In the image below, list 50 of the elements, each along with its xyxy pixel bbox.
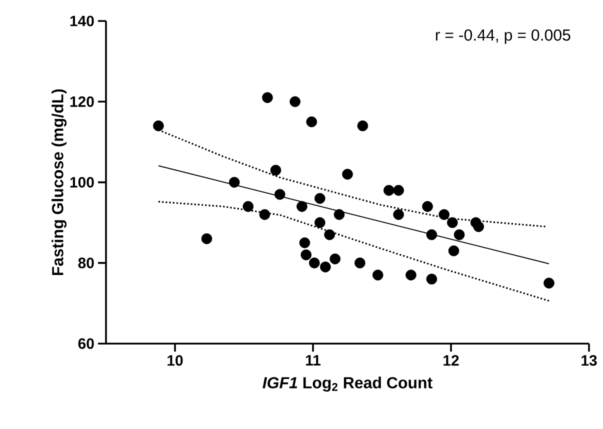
point xyxy=(320,262,331,272)
point xyxy=(473,221,484,232)
point xyxy=(448,245,460,256)
y-tick-label: 60 xyxy=(78,338,94,349)
point xyxy=(334,209,345,220)
point xyxy=(393,184,404,196)
point xyxy=(153,120,164,132)
point xyxy=(372,270,384,280)
point xyxy=(314,193,326,204)
point xyxy=(426,274,438,284)
point xyxy=(314,217,326,228)
point xyxy=(228,176,240,188)
point xyxy=(306,116,318,128)
annotation: r = -0.44, p = 0.005 xyxy=(436,29,570,44)
point xyxy=(259,209,270,220)
point xyxy=(454,229,465,240)
point xyxy=(544,278,554,289)
point xyxy=(270,164,282,176)
point xyxy=(330,254,340,264)
point xyxy=(201,233,212,244)
point xyxy=(438,209,450,220)
point xyxy=(384,184,394,196)
point xyxy=(446,217,458,228)
point xyxy=(324,229,335,240)
point xyxy=(342,168,353,180)
y-tick-label: 100 xyxy=(70,176,94,188)
point xyxy=(242,201,254,212)
point xyxy=(393,209,404,220)
y-tick-label: 120 xyxy=(70,96,94,107)
point xyxy=(406,270,416,280)
y-axis-title: Fasting Glucose (mg/dL) xyxy=(52,89,67,276)
point xyxy=(422,201,433,212)
point xyxy=(274,189,286,200)
point xyxy=(300,249,312,260)
line-series xyxy=(158,200,550,302)
point xyxy=(354,258,366,268)
x-tick-label: 12 xyxy=(444,355,459,366)
x-tick-label: 11 xyxy=(306,355,321,366)
y-tick-label: 140 xyxy=(70,16,94,26)
point xyxy=(290,96,300,108)
x-tick-label: 13 xyxy=(582,355,597,366)
x-tick-label: 10 xyxy=(168,355,183,366)
point xyxy=(308,258,320,268)
point xyxy=(296,201,308,212)
point xyxy=(357,120,368,132)
point xyxy=(426,229,438,240)
y-tick-label: 80 xyxy=(78,258,94,268)
point xyxy=(262,92,273,104)
x-axis-title: IGF1 Log$_{2}$ Read Count xyxy=(262,376,432,392)
point xyxy=(299,237,310,248)
